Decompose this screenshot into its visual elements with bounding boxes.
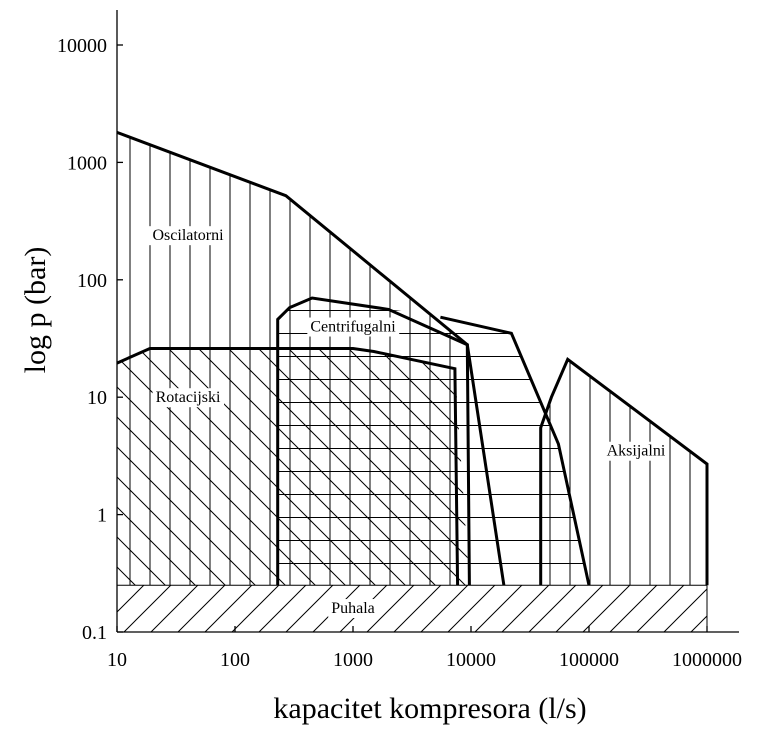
outline-oscilatorni-top [116, 130, 471, 586]
region-label-bg-aksijalni [603, 441, 669, 461]
region-label-rotacijski: Rotacijski [156, 389, 221, 406]
x-tick-label: 10000 [446, 649, 496, 671]
region-label-bg-rotacijski [152, 388, 225, 408]
x-axis-title: kapacitet kompresora (l/s) [273, 692, 586, 725]
region-hatching [117, 132, 707, 632]
region-puhala-area [117, 585, 707, 632]
y-tick-label: 10 [87, 387, 107, 409]
x-tick-label: 10 [107, 649, 127, 671]
outline-rotacijski-top [116, 347, 460, 586]
x-tick-label: 100000 [559, 649, 619, 671]
outline-aksijalni-outline [539, 357, 709, 586]
outline-centrifugalni-right [440, 315, 591, 586]
region-outlines [116, 130, 709, 632]
region-label-centrifugalni: Centrifugalni [310, 319, 396, 336]
region-label-bg-puhala [328, 599, 378, 619]
y-tick-label: 1 [97, 505, 107, 527]
axes: 10 100 1000 10000 100000 1000000 0.1 1 10 100 1000… [57, 10, 742, 671]
region-label-bg-oscilatorni [149, 226, 228, 246]
outline-centrifugalni-left [276, 296, 506, 586]
region-label-oscilatorni: Oscilatorni [152, 227, 224, 244]
region-aksijalni-area [540, 359, 707, 586]
y-tick-label: 100 [77, 270, 107, 292]
y-tick-label: 0.1 [82, 622, 107, 644]
y-axis-title: log p (bar) [19, 247, 52, 374]
y-tick-label: 1000 [67, 152, 107, 174]
region-label-puhala: Puhala [331, 600, 375, 617]
region-label-bg-centrifugalni [307, 317, 400, 337]
x-tick-label: 1000000 [672, 649, 742, 671]
region-labels: Oscilatorni Rotacijski Centrifugalni Aksija… [149, 226, 669, 619]
x-tick-label: 100 [220, 649, 250, 671]
y-tick-label: 10000 [57, 35, 107, 57]
x-tick-label: 1000 [333, 649, 373, 671]
region-centrifugalni-area [277, 298, 589, 586]
region-label-aksijalni: Aksijalni [607, 443, 666, 460]
